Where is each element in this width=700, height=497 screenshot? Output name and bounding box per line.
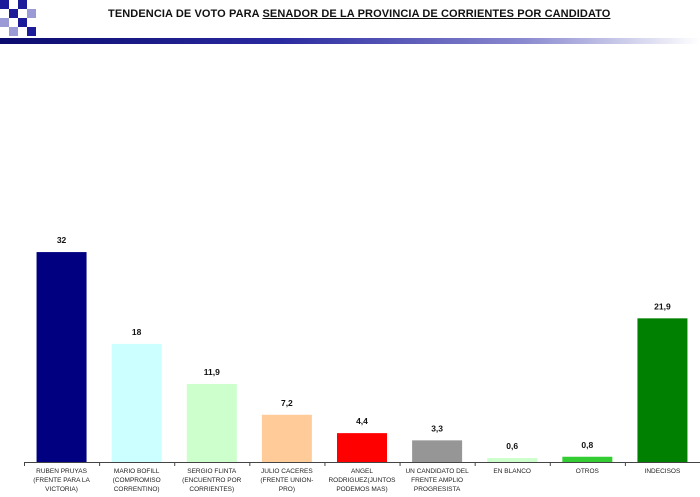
category-label-1-2: CORRENTINO) bbox=[114, 486, 160, 493]
title-underlined: SENADOR DE LA PROVINCIA DE CORRIENTES PO… bbox=[262, 8, 611, 20]
value-label-2: 11,9 bbox=[204, 367, 220, 377]
value-label-5: 3,3 bbox=[431, 423, 443, 433]
value-label-4: 4,4 bbox=[356, 416, 368, 426]
category-label-0-0: RUBEN PRUYAS bbox=[36, 468, 87, 475]
bar-3 bbox=[261, 414, 312, 462]
title-prefix: TENDENCIA DE VOTO PARA bbox=[108, 8, 263, 20]
category-label-5-0: UN CANDIDATO DEL bbox=[405, 468, 469, 475]
category-label-1-0: MARIO BOFILL bbox=[114, 468, 160, 475]
bar-1 bbox=[111, 343, 162, 462]
value-label-0: 32 bbox=[57, 235, 67, 245]
bar-4 bbox=[337, 433, 387, 462]
bar-8 bbox=[637, 318, 688, 462]
bar-5 bbox=[412, 440, 463, 462]
bar-6 bbox=[487, 458, 538, 462]
category-label-4-1: RODRIGUEZ(JUNTOS bbox=[328, 477, 396, 484]
category-label-3-1: (FRENTE UNION- bbox=[260, 477, 313, 484]
value-label-8: 21,9 bbox=[654, 301, 671, 311]
category-label-3-0: JULIO CACERES bbox=[261, 468, 313, 475]
bar-7 bbox=[562, 456, 613, 462]
category-label-3-2: PRO) bbox=[279, 486, 295, 493]
category-label-1-1: (COMPROMISO bbox=[113, 477, 161, 484]
category-label-0-1: (FRENTE PARA LA bbox=[33, 477, 90, 484]
category-label-8-0: INDECISOS bbox=[645, 468, 681, 475]
header-divider-bar bbox=[0, 38, 700, 44]
category-label-7-0: OTROS bbox=[576, 468, 600, 475]
category-label-2-2: CORRIENTES) bbox=[189, 486, 234, 493]
category-label-4-0: ANGEL bbox=[351, 468, 373, 475]
category-label-2-1: (ENCUENTRO POR bbox=[182, 477, 242, 484]
value-label-6: 0,6 bbox=[506, 441, 518, 451]
category-label-5-2: PROGRESISTA bbox=[414, 486, 461, 493]
category-label-4-2: PODEMOS MAS) bbox=[336, 486, 387, 493]
value-label-1: 18 bbox=[132, 327, 142, 337]
page-title: TENDENCIA DE VOTO PARA SENADOR DE LA PRO… bbox=[108, 8, 668, 20]
category-label-2-0: SERGIO FLINTA bbox=[187, 468, 237, 475]
category-label-5-1: FRENTE AMPLIO bbox=[411, 477, 463, 484]
bar-0 bbox=[36, 252, 87, 462]
value-label-7: 0,8 bbox=[581, 440, 593, 450]
category-label-0-2: VICTORIA) bbox=[45, 486, 78, 493]
logo-icon bbox=[0, 0, 36, 36]
value-label-3: 7,2 bbox=[281, 398, 293, 408]
category-label-6-0: EN BLANCO bbox=[493, 468, 531, 475]
bar-2 bbox=[186, 383, 237, 462]
